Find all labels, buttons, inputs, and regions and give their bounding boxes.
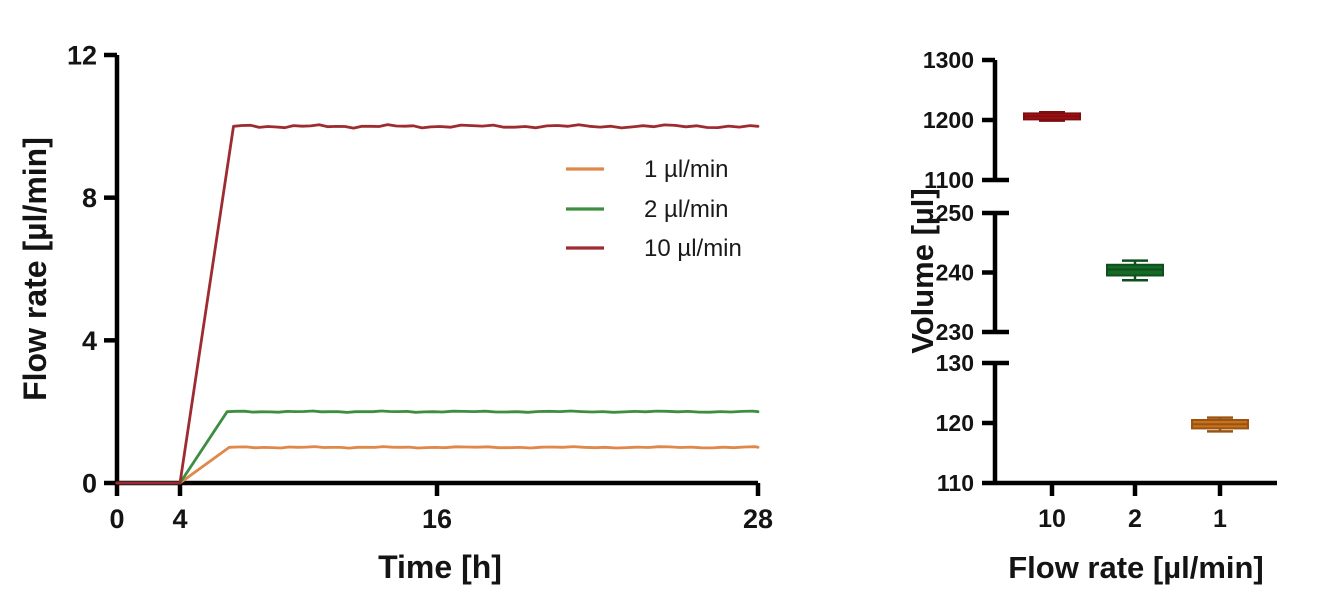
y-tick-label: 1100 — [924, 167, 974, 193]
x-tick-label: 0 — [109, 504, 124, 534]
x-tick-label: 16 — [422, 504, 452, 534]
y-axis-title: Volume [µl] — [905, 188, 940, 353]
axes: 1100 1200 1300 230 240 250 110 120 130 10 2 1 — [923, 47, 1277, 533]
legend-label: 2 µl/min — [644, 196, 729, 223]
y-tick-label: 130 — [936, 350, 974, 376]
y-tick-label: 230 — [936, 319, 974, 345]
y-tick-label: 120 — [936, 410, 974, 436]
series-line-1-ul-min — [115, 445, 760, 485]
x-axis-title: Time [h] — [378, 549, 502, 585]
legend-item: 1 µl/min — [566, 156, 729, 183]
x-category-label: 1 — [1213, 505, 1227, 533]
box-plot-1-ul-min — [1191, 416, 1249, 433]
series-lines — [115, 123, 760, 485]
legend-label: 1 µl/min — [644, 156, 729, 183]
y-tick-label: 1200 — [923, 107, 974, 133]
x-axis-title: Flow rate [µl/min] — [1008, 550, 1264, 585]
x-category-label: 10 — [1038, 505, 1066, 533]
axes: 0 4 8 12 0 4 16 28 — [67, 41, 773, 535]
x-tick-label: 28 — [743, 504, 773, 534]
box-plot-10-ul-min — [1023, 110, 1081, 122]
x-tick-label: 4 — [172, 504, 187, 534]
series-line-10-ul-min — [115, 123, 760, 485]
legend-item: 2 µl/min — [566, 196, 729, 223]
box-plots — [1023, 110, 1249, 433]
y-tick-label: 250 — [936, 200, 974, 226]
y-axis-title: Flow rate [µl/min] — [17, 137, 53, 401]
legend-label: 10 µl/min — [644, 235, 742, 262]
box-plot-2-ul-min — [1106, 259, 1164, 282]
y-tick-label: 110 — [937, 470, 974, 496]
y-tick-label: 8 — [82, 183, 97, 213]
volume-box-chart: Flow rate [µl/min] Volume [µl] 110012001… — [905, 47, 1277, 585]
legend-item: 10 µl/min — [566, 235, 742, 262]
y-tick-label: 4 — [82, 326, 97, 356]
y-tick-label: 0 — [82, 469, 97, 499]
legend: 1 µl/min 2 µl/min 10 µl/min — [566, 156, 742, 262]
y-tick-label: 1300 — [923, 47, 974, 73]
x-category-label: 2 — [1128, 505, 1142, 533]
y-tick-label: 12 — [67, 41, 97, 71]
y-tick-label: 240 — [936, 260, 974, 286]
series-line-2-ul-min — [115, 409, 760, 485]
